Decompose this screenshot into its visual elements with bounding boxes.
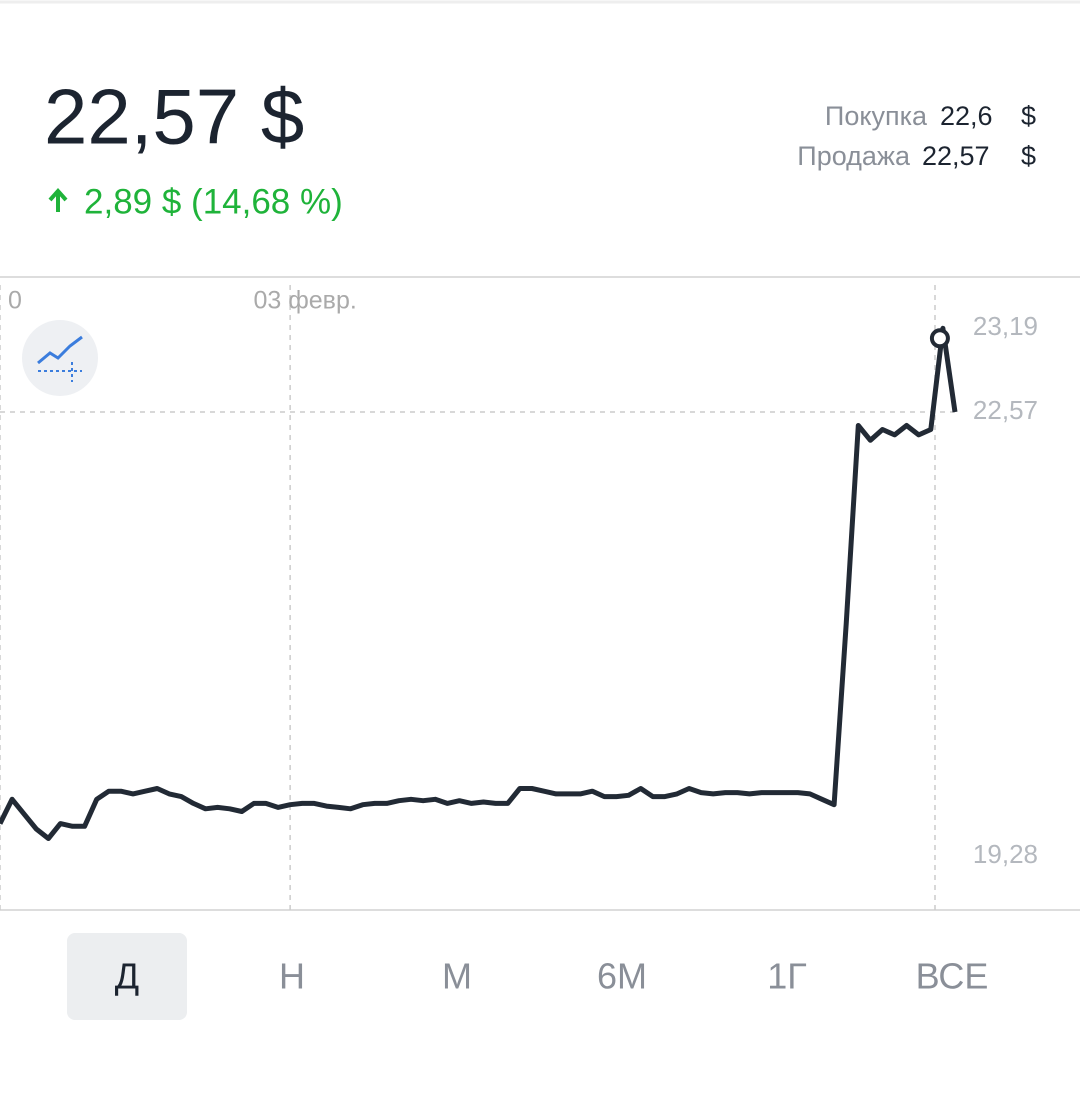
tab[interactable]: 6М	[597, 956, 647, 997]
indicator-icon	[37, 335, 83, 365]
max-marker	[929, 328, 950, 349]
buy-value: 22,6	[940, 101, 993, 131]
sell-label: Продажа	[797, 141, 911, 171]
tab[interactable]: М	[442, 956, 472, 997]
up-arrow	[48, 187, 68, 212]
y-tick-label: 22,57	[973, 395, 1038, 425]
x-tick-label: 03 февр.	[253, 287, 356, 315]
indicator-button[interactable]	[22, 320, 98, 396]
y-tick-label: 19,28	[973, 839, 1038, 869]
tab[interactable]: Д	[115, 956, 139, 997]
price-line	[0, 325, 958, 841]
buy-label: Покупка	[825, 101, 928, 131]
tab[interactable]: Н	[279, 956, 305, 997]
x-tick-label: 0	[8, 287, 22, 315]
indicator-icon-dash	[38, 362, 82, 382]
price: 22,57 $	[44, 73, 304, 161]
tab[interactable]: ВСЕ	[916, 956, 989, 997]
price-change: 2,89 $ (14,68 %)	[84, 182, 343, 221]
buy-currency: $	[1021, 101, 1036, 131]
tab[interactable]: 1Г	[767, 956, 807, 997]
tabs: Д Н М 6М 1Г ВСЕ	[67, 933, 988, 1020]
sell-value: 22,57	[922, 141, 990, 171]
tab-selected-bg	[67, 933, 187, 1020]
sell-currency: $	[1021, 141, 1036, 171]
chart: 0 03 февр. 19,28 22,57 23,19	[0, 285, 1038, 910]
y-tick-label: 23,19	[973, 311, 1038, 341]
